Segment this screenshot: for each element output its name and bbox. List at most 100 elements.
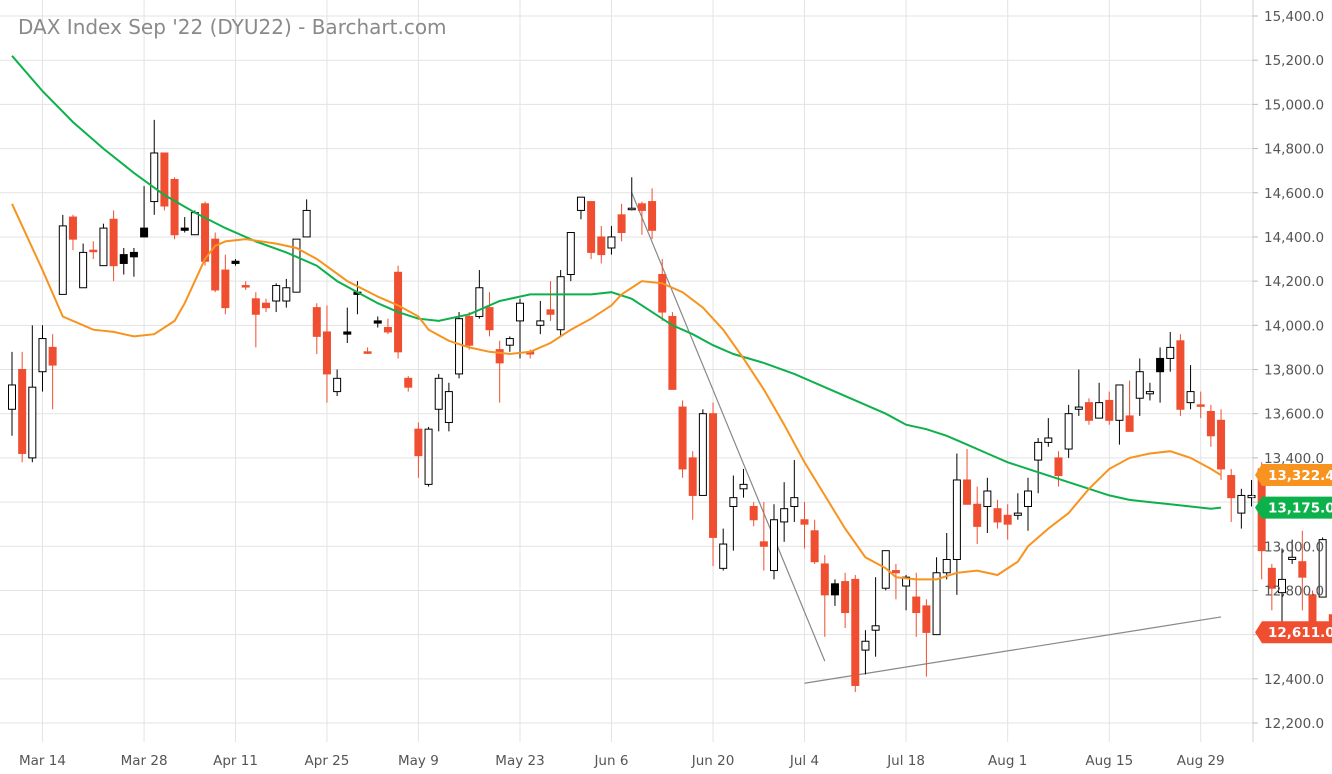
candle-body bbox=[119, 254, 128, 264]
price-tag-label: 13,175.0 bbox=[1268, 501, 1332, 517]
candle bbox=[719, 528, 728, 571]
candle bbox=[627, 177, 636, 211]
candle-body bbox=[99, 227, 108, 267]
candle-body bbox=[68, 216, 77, 240]
candle-body bbox=[129, 251, 138, 258]
candle-body bbox=[38, 338, 47, 373]
candle bbox=[322, 305, 331, 403]
candle-body bbox=[749, 505, 758, 521]
candle-body bbox=[932, 572, 941, 636]
candle-body bbox=[1013, 512, 1022, 516]
candle-body bbox=[1267, 567, 1276, 589]
candle bbox=[810, 519, 819, 564]
candle-body bbox=[373, 320, 382, 324]
candle-body bbox=[830, 583, 839, 596]
candle-body bbox=[912, 596, 921, 614]
candle-body bbox=[800, 519, 809, 525]
y-tick-label: 12,200.0 bbox=[1264, 716, 1324, 732]
candle-body bbox=[505, 338, 514, 346]
candle-body bbox=[516, 302, 524, 322]
candle bbox=[566, 232, 575, 282]
candle bbox=[1288, 539, 1297, 564]
x-tick-label: Apr 25 bbox=[305, 753, 350, 769]
candle-body bbox=[1166, 346, 1175, 359]
candle bbox=[759, 502, 768, 571]
candle-body bbox=[1024, 490, 1032, 507]
candle bbox=[424, 426, 433, 487]
candle bbox=[48, 334, 57, 410]
candle bbox=[1003, 504, 1012, 540]
y-tick-label: 14,400.0 bbox=[1264, 230, 1324, 246]
candle bbox=[932, 557, 941, 636]
candle bbox=[119, 247, 128, 275]
candle-body bbox=[28, 386, 37, 459]
candle-body bbox=[1064, 413, 1073, 450]
candle bbox=[109, 210, 118, 282]
candle-body bbox=[576, 196, 585, 211]
candle bbox=[1064, 404, 1073, 458]
y-tick-label: 15,400.0 bbox=[1264, 9, 1324, 25]
candle-body bbox=[648, 201, 657, 231]
candle-body bbox=[465, 315, 474, 346]
candle bbox=[485, 292, 494, 337]
y-tick-label: 13,400.0 bbox=[1264, 451, 1324, 467]
candle-body bbox=[1034, 441, 1043, 461]
candle bbox=[1084, 398, 1093, 425]
candle-body bbox=[404, 377, 413, 388]
candle-body bbox=[922, 605, 931, 633]
candle-body bbox=[424, 428, 433, 485]
candle-body bbox=[1044, 437, 1053, 443]
candle bbox=[455, 312, 464, 379]
price-tag-bg bbox=[1255, 621, 1332, 644]
candle bbox=[607, 225, 616, 255]
candle-body bbox=[241, 285, 250, 288]
price-tag-label: 13,322.4 bbox=[1268, 468, 1332, 484]
candle bbox=[251, 292, 260, 348]
candle-body bbox=[637, 203, 646, 211]
x-tick-label: Jul 4 bbox=[789, 753, 819, 769]
candle-body bbox=[942, 559, 951, 574]
candle bbox=[505, 336, 514, 352]
price-tag-label: 12,611.0 bbox=[1268, 625, 1332, 641]
candle-body bbox=[444, 391, 453, 424]
candle bbox=[1278, 548, 1286, 631]
y-tick-label: 15,200.0 bbox=[1264, 53, 1324, 69]
candle-body bbox=[587, 201, 596, 253]
candle bbox=[1044, 418, 1053, 447]
candle bbox=[1196, 391, 1205, 419]
candle bbox=[912, 572, 921, 637]
candle bbox=[688, 451, 697, 520]
candle-body bbox=[1196, 404, 1205, 407]
candle-body bbox=[1247, 494, 1256, 499]
candle-body bbox=[495, 349, 504, 364]
candle bbox=[556, 270, 565, 337]
candle bbox=[180, 217, 189, 233]
candle-body bbox=[851, 578, 860, 686]
ma-short-line bbox=[11, 203, 1222, 581]
candle-body bbox=[902, 576, 911, 587]
candle bbox=[465, 312, 474, 350]
candle bbox=[637, 201, 646, 235]
candle-body bbox=[1003, 514, 1012, 525]
candle bbox=[495, 340, 504, 403]
candle-body bbox=[658, 273, 667, 313]
candle bbox=[38, 325, 47, 392]
candle-body bbox=[170, 178, 179, 236]
candle-body bbox=[871, 625, 880, 631]
chart-title: DAX Index Sep '22 (DYU22) - Barchart.com bbox=[18, 15, 447, 39]
grid bbox=[0, 0, 1253, 742]
candle-body bbox=[1288, 556, 1297, 561]
candle-body bbox=[201, 203, 210, 262]
candle bbox=[1034, 437, 1043, 494]
candle-body bbox=[1186, 391, 1195, 404]
candle bbox=[597, 225, 606, 264]
candle bbox=[770, 504, 778, 580]
candle-body bbox=[8, 384, 16, 410]
price-tag: 13,175.0 bbox=[1255, 496, 1332, 519]
candle-body bbox=[536, 320, 545, 326]
price-tag: 12,611.0 bbox=[1255, 621, 1332, 644]
candle-body bbox=[759, 541, 768, 547]
candle bbox=[28, 325, 37, 463]
candle-body bbox=[739, 483, 748, 490]
candle bbox=[993, 499, 1002, 529]
